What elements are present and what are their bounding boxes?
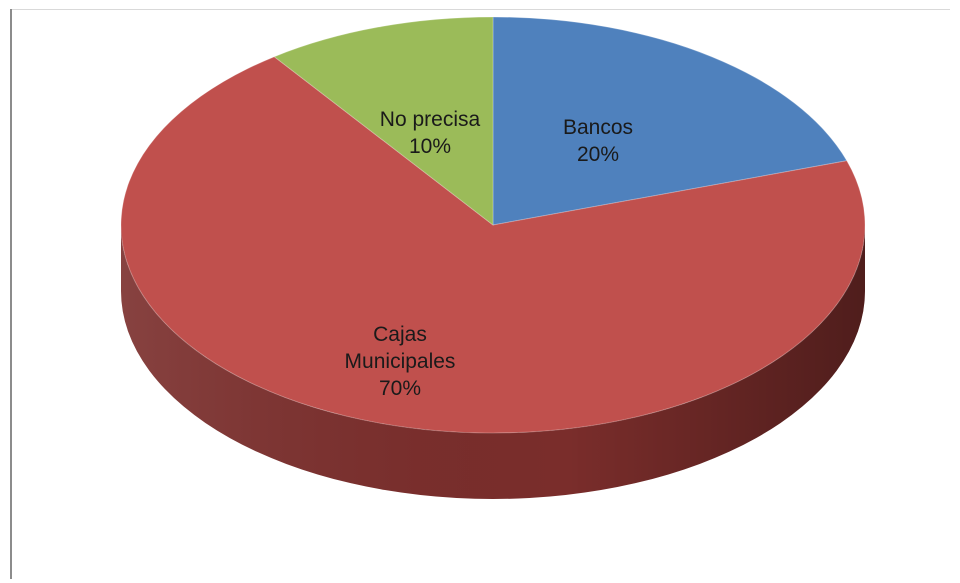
data-label-bancos: Bancos 20% bbox=[563, 116, 633, 166]
pie-tops bbox=[120, 16, 866, 434]
data-label-name: No precisa bbox=[380, 108, 481, 131]
pie-labels: Bancos 20% Cajas Municipales 70% No precisa 10… bbox=[345, 108, 633, 400]
data-label-cajas-municipales: Cajas Municipales 70% bbox=[345, 323, 456, 400]
chart-top-border bbox=[10, 9, 950, 10]
data-label-name: Municipales bbox=[345, 350, 456, 373]
data-label-value: 70% bbox=[379, 377, 421, 400]
data-label-value: 20% bbox=[577, 143, 619, 166]
pie-side-shade bbox=[121, 225, 865, 499]
pie-slice-no-precisa bbox=[273, 16, 494, 227]
data-label-value: 10% bbox=[409, 135, 451, 158]
data-label-name: Bancos bbox=[563, 116, 633, 139]
data-label-no-precisa: No precisa 10% bbox=[380, 108, 481, 158]
pie-sides bbox=[121, 225, 865, 499]
chart-left-border bbox=[10, 9, 12, 579]
pie-slice-bancos bbox=[492, 16, 848, 226]
data-label-name: Cajas bbox=[373, 323, 427, 346]
pie-slice-cajas-municipales bbox=[120, 56, 866, 434]
